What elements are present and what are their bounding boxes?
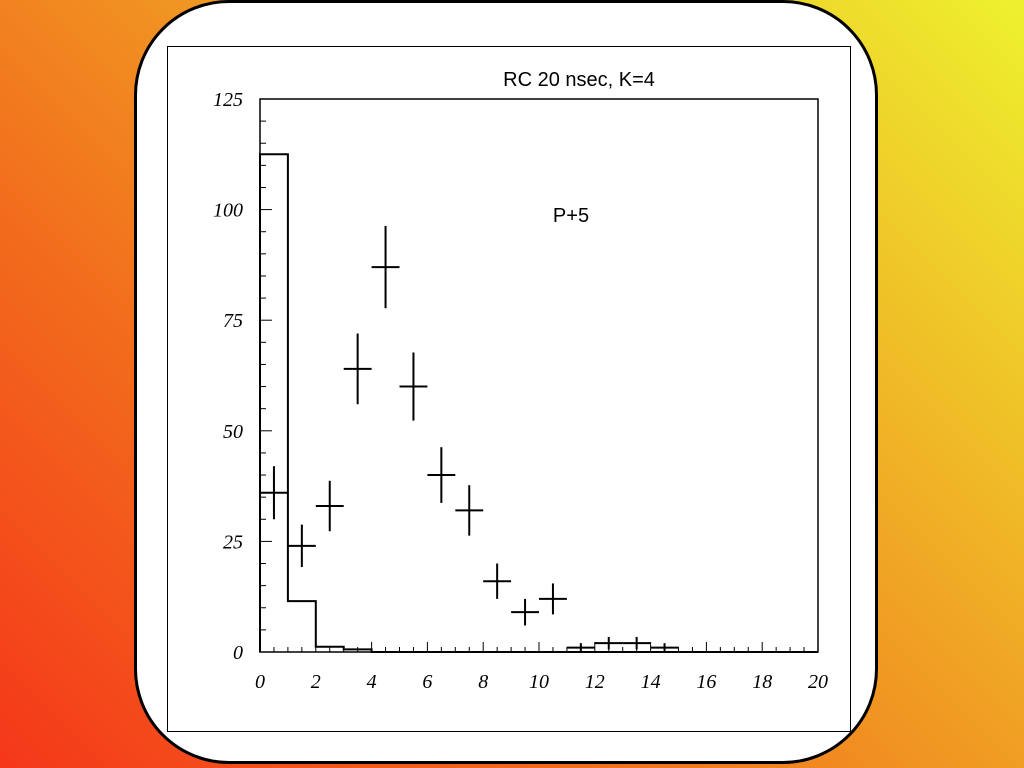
chart-annotation: P+5 xyxy=(553,205,589,227)
data-point xyxy=(399,352,428,421)
y-tick-label: 25 xyxy=(223,531,243,553)
data-point xyxy=(343,333,372,405)
x-tick-label: 0 xyxy=(255,671,265,693)
slide-card xyxy=(134,0,878,764)
data-point xyxy=(287,524,316,568)
x-tick-label: 2 xyxy=(311,671,321,693)
chart-title: RC 20 nsec, K=4 xyxy=(503,69,655,91)
y-tick-label: 100 xyxy=(213,200,243,222)
y-tick-label: 50 xyxy=(223,421,243,443)
y-tick-label: 0 xyxy=(233,642,243,664)
x-tick-label: 12 xyxy=(585,671,605,693)
data-point xyxy=(594,636,623,650)
data-point xyxy=(371,225,400,309)
x-tick-label: 6 xyxy=(422,671,432,693)
x-tick-label: 20 xyxy=(808,671,828,693)
data-point xyxy=(566,643,595,652)
plot-frame xyxy=(167,46,851,732)
x-tick-label: 18 xyxy=(752,671,772,693)
data-point xyxy=(315,480,344,532)
x-tick-label: 14 xyxy=(641,671,661,693)
x-tick-label: 10 xyxy=(529,671,549,693)
x-tick-label: 4 xyxy=(367,671,377,693)
data-point xyxy=(622,636,651,650)
histogram-series xyxy=(259,153,818,653)
plot-area-border xyxy=(259,98,819,653)
y-tick-label: 125 xyxy=(213,89,243,111)
x-tick-label: 16 xyxy=(696,671,716,693)
y-tick-label: 75 xyxy=(223,310,243,332)
data-point xyxy=(427,447,456,503)
data-point xyxy=(650,643,679,652)
x-tick-label: 8 xyxy=(478,671,488,693)
data-point xyxy=(483,563,512,599)
data-point xyxy=(539,583,567,615)
data-point xyxy=(455,485,484,536)
data-point xyxy=(511,598,539,626)
data-point xyxy=(260,466,288,520)
